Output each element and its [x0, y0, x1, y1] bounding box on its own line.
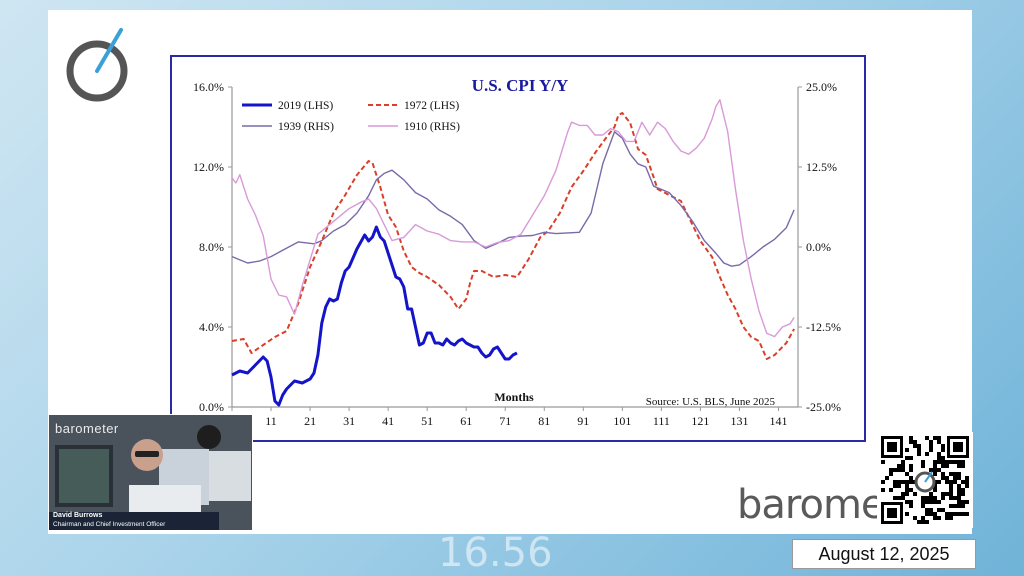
cpi-chart: 0.0% 4.0% 8.0% 12.0% 16.0% -25.0% -12.5% 0.0% 12… [170, 55, 866, 442]
right-tick-label: -12.5% [806, 320, 841, 334]
right-tick-label: 12.5% [806, 160, 837, 174]
gauge-icon [66, 28, 128, 102]
x-axis-label: Months [494, 390, 534, 404]
left-tick-label: 8.0% [199, 240, 224, 254]
left-tick-label: 12.0% [193, 160, 224, 174]
right-tick-label: 0.0% [806, 240, 831, 254]
presenter-brand: barometer [55, 421, 119, 436]
series-line-1939 [231, 131, 795, 267]
presenter-video: barometer David Burrows Chairman and Chi… [48, 414, 253, 531]
series-line-1972 [231, 112, 795, 360]
presenter-title: Chairman and Chief Investment Officer [53, 521, 166, 528]
series-line-1910 [231, 99, 795, 338]
date-label: August 12, 2025 [792, 539, 976, 569]
chart-title: U.S. CPI Y/Y [472, 76, 569, 95]
x-tick-label: 81 [538, 414, 550, 428]
x-tick-label: 131 [730, 414, 748, 428]
background-ticker: 16.56 [438, 530, 553, 576]
x-tick-label: 121 [691, 414, 709, 428]
x-tick-label: 41 [382, 414, 394, 428]
x-tick-label: 141 [769, 414, 787, 428]
legend-label: 1972 (LHS) [404, 100, 459, 112]
x-tick-label: 111 [653, 414, 670, 428]
x-tick-label: 51 [421, 414, 433, 428]
presenter-name: David Burrows [53, 512, 103, 519]
qr-code-icon[interactable] [877, 432, 973, 528]
presenter-nameplate: David Burrows Chairman and Chief Investm… [49, 512, 219, 530]
right-tick-label: -25.0% [806, 400, 841, 414]
series-line-2019 [231, 225, 518, 407]
x-tick-label: 31 [343, 414, 355, 428]
legend-label: 2019 (LHS) [278, 100, 333, 112]
x-tick-label: 11 [265, 414, 277, 428]
legend: 2019 (LHS) 1972 (LHS) 1939 (RHS) 1910 (RHS) [242, 100, 460, 133]
x-tick-label: 21 [304, 414, 316, 428]
x-tick-label: 61 [460, 414, 472, 428]
left-tick-label: 16.0% [193, 80, 224, 94]
x-tick-label: 101 [613, 414, 631, 428]
right-tick-label: 25.0% [806, 80, 837, 94]
x-tick-label: 91 [577, 414, 589, 428]
legend-label: 1910 (RHS) [404, 121, 460, 133]
presenter-backdrop [49, 415, 252, 530]
source-note: Source: U.S. BLS, June 2025 [646, 396, 776, 408]
left-tick-label: 0.0% [199, 400, 224, 414]
x-tick-label: 71 [499, 414, 511, 428]
legend-label: 1939 (RHS) [278, 121, 334, 133]
left-tick-label: 4.0% [199, 320, 224, 334]
